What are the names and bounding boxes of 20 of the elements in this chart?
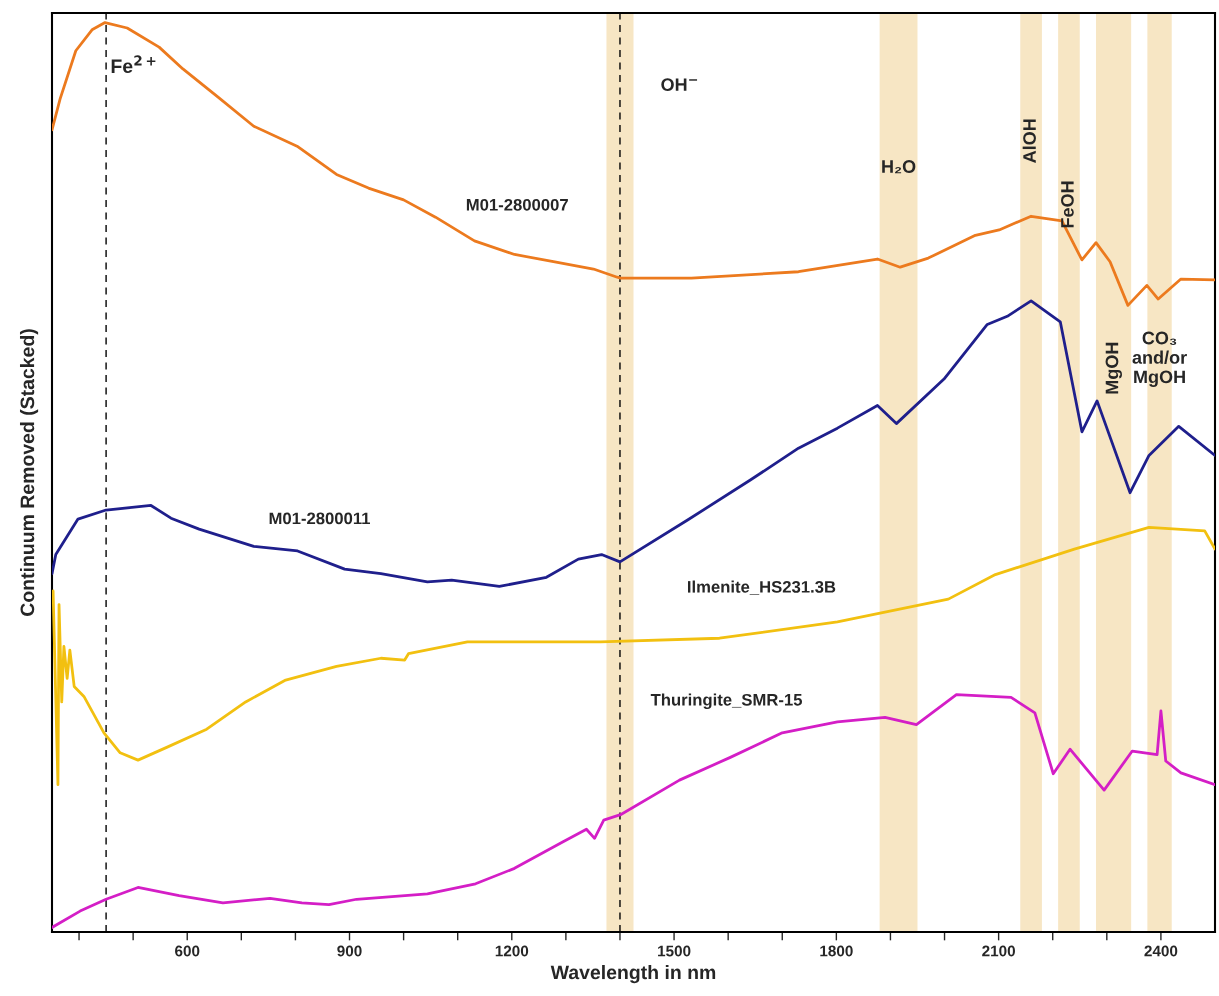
x-tick-label: 2400 — [1144, 945, 1178, 957]
band-label: CO₃ and/or MgOH — [1132, 331, 1187, 387]
x-axis-title: Wavelength in nm — [550, 964, 716, 984]
ref-line-label: Fe$^{2+}$ — [111, 55, 156, 74]
band-label: AlOH — [1022, 119, 1036, 163]
y-axis-title: Continuum Removed (Stacked) — [19, 329, 39, 616]
band-label: H₂O — [882, 160, 916, 174]
x-tick-label: 600 — [175, 945, 200, 957]
band-label: OH$^{−}$ — [661, 78, 698, 92]
x-tick-label: 900 — [337, 945, 362, 957]
band-label: FeOH — [1061, 181, 1074, 228]
x-tick-label: 2100 — [982, 945, 1015, 957]
series-label: Ilmenite_HS231.3B — [687, 580, 836, 595]
x-tick-label: 1200 — [495, 945, 529, 957]
series-label: M01-2800007 — [466, 198, 568, 211]
series-label: Thuringite_SMR-15 — [650, 693, 803, 710]
x-tick-label: 1500 — [658, 945, 691, 957]
band-label: MgOH — [1105, 342, 1122, 394]
series-label: M01-2800011 — [269, 512, 370, 525]
x-tick-label: 1800 — [820, 945, 853, 957]
